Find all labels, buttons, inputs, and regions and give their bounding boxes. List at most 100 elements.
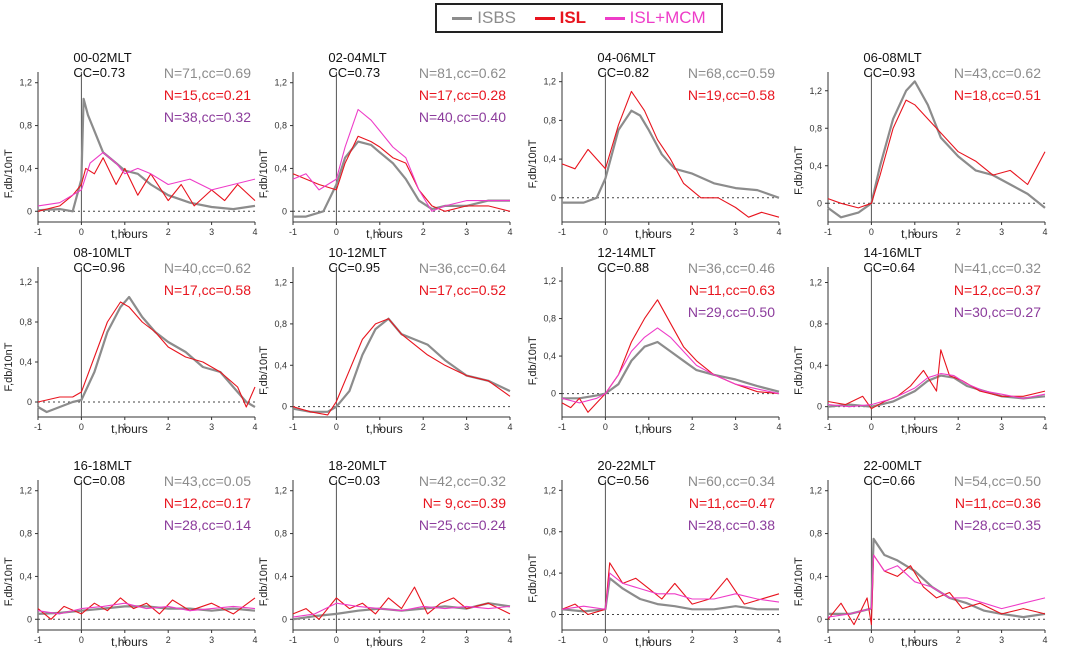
x-tick-label: 4 (1042, 227, 1047, 237)
x-tick-label: 4 (252, 422, 257, 432)
stat-label: N= 9,cc=0.39 (423, 495, 506, 511)
x-tick-label: 0 (334, 227, 339, 237)
series-isl-mcm (827, 373, 1046, 408)
stat-label: N=29,cc=0.50 (688, 304, 775, 320)
series-isl (561, 90, 780, 218)
cc-label: CC=0.82 (597, 65, 649, 80)
stat-label: N=28,cc=0.14 (164, 517, 251, 533)
series-isbs (37, 295, 256, 414)
x-tick-label: -1 (289, 422, 297, 432)
series-isbs (561, 577, 779, 613)
series-isbs (292, 317, 511, 413)
x-tick-label: 1 (912, 227, 917, 237)
y-tick-label: 0,8 (809, 529, 822, 539)
panel-10-12MLT: 00,40,81,2-1 0 1 2 3 4t,hoursF,db/10nT10-12ML… (258, 245, 513, 436)
series-isl (292, 586, 511, 620)
series-isbs (827, 80, 1046, 219)
legend-item-isbs: ISBS (452, 8, 516, 28)
x-tick-label: 3 (464, 422, 469, 432)
y-tick-label: 0,8 (19, 529, 32, 539)
x-tick-label: 0 (869, 227, 874, 237)
legend-label: ISL+MCM (629, 8, 706, 27)
stat-label: N=38,cc=0.32 (164, 109, 251, 125)
x-tick-label: 1 (122, 422, 127, 432)
x-axis-label: t,hours (366, 635, 403, 649)
y-axis-label: F,db/10nT (258, 557, 270, 606)
stat-label: N=36,cc=0.64 (419, 260, 506, 276)
series-isbs (562, 109, 780, 204)
x-tick-label: -1 (558, 635, 566, 645)
series-isl (37, 301, 256, 408)
x-tick-label: 4 (252, 227, 257, 237)
x-tick-label: 3 (733, 635, 738, 645)
x-tick-label: 3 (999, 422, 1004, 432)
panel-08-10MLT: 0 0,4 0,8 1,2 -1 0 1 2 3 4 t,hours F,db/10nT 08-10ML… (3, 245, 258, 436)
y-tick-label: 1,2 (19, 486, 32, 496)
y-tick-label: 1,2 (274, 278, 287, 288)
x-tick-label: 0 (869, 422, 874, 432)
series-isl-mcm (292, 602, 511, 618)
stat-label: N=40,cc=0.40 (419, 109, 506, 125)
panel-00-02MLT: 0 0,4 0,8 1,2 -1 0 1 2 3 4 t,hours F,db/10nT 00-02ML… (3, 50, 258, 241)
x-tick-label: 1 (912, 422, 917, 432)
series-isl (37, 157, 256, 212)
x-tick-label: 3 (209, 635, 214, 645)
y-tick-label: 0 (817, 614, 822, 624)
legend: ISBS ISL ISL+MCM (435, 3, 723, 33)
x-tick-label: 4 (507, 227, 512, 237)
y-tick-label: 0 (27, 614, 32, 624)
y-tick-label: 0,4 (274, 360, 287, 370)
x-tick-label: 1 (912, 635, 917, 645)
y-axis-label: F,db/10nT (3, 557, 15, 606)
panel-title: 14-16MLT (863, 245, 921, 260)
x-tick-label: 1 (377, 227, 382, 237)
y-axis-label: F,db/10nT (527, 554, 539, 603)
legend-swatch (534, 16, 555, 20)
stat-label: N=28,cc=0.35 (954, 517, 1041, 533)
legend-swatch (452, 16, 473, 20)
panel-06-08MLT: 0 0,4 0,8 1,2 -1 0 1 2 3 4 t,hours F,db/10nT 06-08ML… (793, 50, 1048, 241)
x-tick-label: 4 (776, 227, 781, 237)
x-tick-label: 2 (421, 422, 426, 432)
panel-title: 12-14MLT (597, 245, 655, 260)
y-tick-label: 0,4 (543, 568, 556, 578)
stat-label: N=43,cc=0.62 (954, 65, 1041, 81)
y-tick-label: 0,4 (19, 163, 32, 173)
y-tick-label: 0,4 (809, 571, 822, 581)
y-tick-label: 0,8 (543, 527, 556, 537)
panel-title: 16-18MLT (73, 458, 131, 473)
y-tick-label: 1,2 (274, 486, 287, 496)
x-tick-label: 1 (646, 422, 651, 432)
x-tick-label: -1 (289, 635, 297, 645)
stat-label: N=17,cc=0.58 (164, 282, 251, 298)
x-axis-label: t,hours (111, 635, 148, 649)
y-tick-label: 0 (27, 397, 32, 407)
x-tick-label: 0 (603, 422, 608, 432)
y-tick-label: 0,8 (543, 115, 556, 125)
x-tick-label: 4 (1042, 422, 1047, 432)
panel-20-22MLT: 0 0,4 0,8 1,2 -1 0 1 2 3 4 t,hours F,db/10nT 20-22ML… (527, 458, 782, 649)
cc-label: CC=0.95 (328, 260, 380, 275)
y-tick-label: 0,8 (274, 319, 287, 329)
x-axis-label: t,hours (635, 422, 672, 436)
y-tick-label: 1,2 (543, 77, 556, 87)
y-tick-label: 0,8 (809, 319, 822, 329)
series-isl (37, 597, 256, 620)
x-tick-label: -1 (824, 227, 832, 237)
y-axis-label: F,db/10nT (3, 342, 15, 391)
y-axis-label: F,db/10nT (3, 149, 15, 198)
series-isl-mcm (561, 327, 780, 404)
y-tick-label: 0 (551, 389, 556, 399)
cc-label: CC=0.73 (73, 65, 125, 80)
x-tick-label: 2 (690, 422, 695, 432)
y-tick-label: 1,2 (19, 277, 32, 287)
y-tick-label: 0,4 (274, 571, 287, 581)
stat-label: N=42,cc=0.32 (419, 473, 506, 489)
y-tick-label: 0,8 (19, 121, 32, 131)
y-tick-label: 1,2 (809, 86, 822, 96)
panel-title: 18-20MLT (328, 458, 386, 473)
x-tick-label: 2 (956, 227, 961, 237)
stat-label: N=11,cc=0.47 (689, 495, 775, 511)
x-axis-label: t,hours (635, 635, 672, 649)
